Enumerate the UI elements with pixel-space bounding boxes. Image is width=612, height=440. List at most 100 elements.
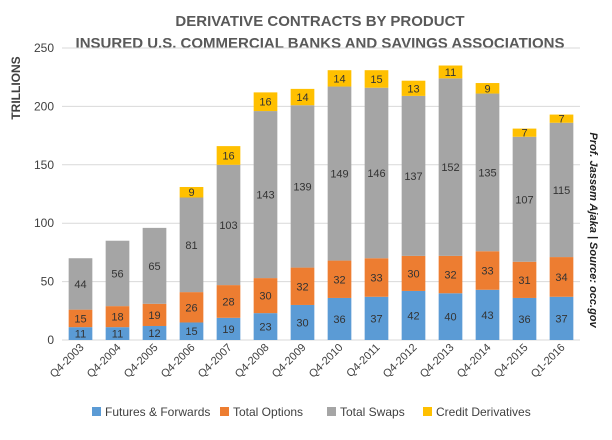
data-label: 13 bbox=[407, 83, 419, 95]
x-tick-label: Q4-2010 bbox=[307, 342, 346, 381]
bar-segment bbox=[401, 80, 426, 96]
bar-segment bbox=[364, 70, 389, 88]
bar-segment bbox=[327, 70, 352, 87]
x-tick-label: Q4-2009 bbox=[270, 342, 309, 381]
x-tick-label: Q4-2011 bbox=[344, 342, 382, 380]
data-label: 135 bbox=[478, 167, 496, 179]
bar-segment bbox=[290, 88, 315, 106]
bar-segment bbox=[290, 304, 315, 340]
bars bbox=[68, 65, 574, 340]
bar-segment bbox=[290, 105, 315, 268]
data-labels: 11 15 44 11 18 56 12 19 65 15 26 81 9 19 28 103 16 23 30 14… bbox=[74, 67, 570, 341]
bar-segment bbox=[364, 258, 389, 297]
data-label: 146 bbox=[367, 168, 385, 180]
data-label: 15 bbox=[185, 326, 197, 338]
y-tick-label: 200 bbox=[34, 99, 54, 113]
bar-segment bbox=[438, 293, 463, 340]
bar-segment bbox=[216, 285, 241, 318]
y-tick-label: 100 bbox=[34, 216, 54, 230]
bar-segment bbox=[253, 278, 278, 314]
data-label: 36 bbox=[333, 314, 345, 326]
bar-segment bbox=[475, 251, 500, 290]
data-label: 42 bbox=[407, 310, 419, 322]
data-label: 103 bbox=[219, 220, 237, 232]
x-tick-label: Q4-2013 bbox=[418, 342, 457, 381]
x-tick-label: Q4-2006 bbox=[159, 342, 198, 381]
data-label: 16 bbox=[259, 97, 271, 109]
bar-segment bbox=[475, 83, 500, 94]
data-label: 34 bbox=[555, 272, 567, 284]
bar-segment bbox=[253, 313, 278, 340]
bar-segment bbox=[105, 327, 130, 340]
bar-segment bbox=[142, 303, 167, 326]
chart-subtitle: INSURED U.S. COMMERCIAL BANKS AND SAVING… bbox=[76, 35, 565, 52]
legend-swatch bbox=[423, 407, 432, 416]
x-tick-label: Q4-2014 bbox=[455, 342, 494, 381]
legend-label: Futures & Forwards bbox=[105, 405, 210, 419]
data-label: 14 bbox=[333, 73, 345, 85]
data-label: 30 bbox=[296, 317, 308, 329]
legend-swatch bbox=[92, 407, 101, 416]
data-label: 30 bbox=[407, 268, 419, 280]
bar-segment bbox=[401, 290, 426, 340]
bar-segment bbox=[438, 65, 463, 79]
bar-segment bbox=[216, 317, 241, 340]
data-label: 115 bbox=[553, 185, 571, 197]
y-tick-label: 50 bbox=[41, 275, 55, 289]
bar-segment bbox=[105, 306, 130, 328]
legend-label: Total Swaps bbox=[340, 405, 405, 419]
bar-segment bbox=[512, 261, 537, 298]
data-label: 19 bbox=[148, 310, 160, 322]
bar-segment bbox=[68, 258, 93, 310]
data-label: 37 bbox=[370, 313, 382, 325]
data-label: 32 bbox=[444, 270, 456, 282]
data-label: 11 bbox=[112, 329, 123, 341]
bar-segment bbox=[290, 267, 315, 305]
bar-segment bbox=[401, 255, 426, 291]
data-label: 7 bbox=[558, 114, 564, 126]
bar-segment bbox=[512, 128, 537, 137]
bar-segment bbox=[401, 95, 426, 256]
x-tick-label: Q4-2015 bbox=[492, 342, 531, 381]
legend-label: Total Options bbox=[233, 405, 303, 419]
y-axis-ticks: 0 50 100 150 200 250 bbox=[34, 41, 54, 347]
bar-segment bbox=[253, 92, 278, 112]
legend-label: Credit Derivatives bbox=[436, 405, 531, 419]
chart-title: DERIVATIVE CONTRACTS BY PRODUCT bbox=[175, 13, 464, 30]
x-tick-label: Q4-2012 bbox=[381, 342, 420, 381]
data-label: 143 bbox=[256, 190, 274, 202]
bar-segment bbox=[549, 257, 574, 297]
bar-segment bbox=[105, 240, 130, 307]
data-label: 81 bbox=[185, 240, 197, 252]
data-label: 149 bbox=[330, 169, 348, 181]
data-label: 137 bbox=[404, 171, 422, 183]
data-label: 9 bbox=[484, 83, 490, 95]
data-label: 9 bbox=[188, 187, 194, 199]
data-label: 15 bbox=[74, 313, 86, 325]
data-label: 43 bbox=[481, 310, 493, 322]
data-label: 12 bbox=[148, 328, 160, 340]
data-label: 31 bbox=[518, 275, 530, 287]
bar-segment bbox=[438, 255, 463, 294]
bar-segment bbox=[549, 114, 574, 123]
y-tick-label: 0 bbox=[47, 333, 54, 347]
y-tick-label: 250 bbox=[34, 41, 54, 55]
x-tick-label: Q4-2005 bbox=[122, 342, 161, 381]
data-label: 139 bbox=[293, 181, 311, 193]
data-label: 26 bbox=[185, 302, 197, 314]
data-label: 32 bbox=[296, 281, 308, 293]
bar-segment bbox=[438, 78, 463, 256]
bar-segment bbox=[216, 164, 241, 286]
data-label: 28 bbox=[222, 296, 234, 308]
y-axis-label: TRILLIONS bbox=[9, 56, 23, 119]
data-label: 33 bbox=[481, 266, 493, 278]
bar-segment bbox=[549, 122, 574, 258]
bar-segment bbox=[364, 87, 389, 259]
bar-segment bbox=[327, 86, 352, 261]
bar-segment bbox=[327, 260, 352, 298]
data-label: 44 bbox=[74, 279, 86, 291]
bar-segment bbox=[142, 227, 167, 304]
data-label: 65 bbox=[148, 261, 160, 273]
data-label: 56 bbox=[111, 268, 123, 280]
